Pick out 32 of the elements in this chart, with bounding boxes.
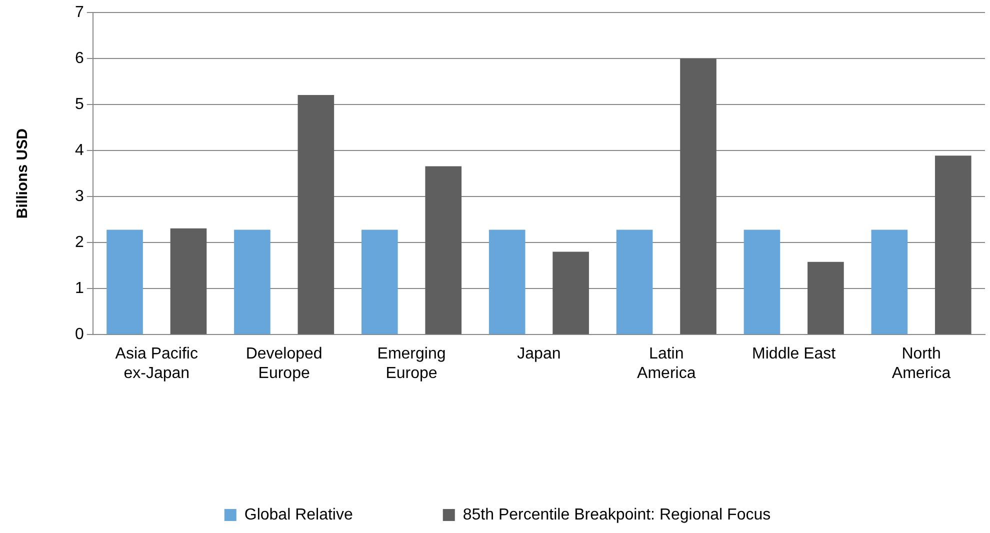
x-tick-label: Emerging Europe: [377, 346, 446, 382]
bar: [234, 230, 270, 334]
x-tick-label: Latin America: [637, 346, 696, 382]
y-tick-label: 4: [74, 142, 84, 160]
y-tick-label: 1: [74, 280, 84, 298]
bar: [361, 230, 398, 334]
y-axis-title: Billions USD: [14, 128, 32, 219]
bar: [871, 230, 908, 334]
bar: [170, 228, 207, 334]
bar: [425, 166, 462, 334]
bar: [298, 94, 334, 334]
x-tick-label: Japan: [517, 346, 561, 363]
y-tick-label: 0: [74, 326, 84, 344]
y-tick-label: 7: [74, 4, 84, 22]
x-tick-label: North America: [892, 346, 951, 382]
bar: [744, 230, 780, 334]
y-tick-label: 6: [74, 50, 84, 68]
bar: [808, 262, 844, 334]
legend-label: 85th Percentile Breakpoint: Regional Focus: [462, 506, 771, 524]
x-tick-label: Developed Europe: [246, 346, 322, 382]
bar: [934, 156, 972, 334]
legend-label: Global Relative: [244, 506, 353, 524]
bar: [488, 230, 526, 334]
x-tick-label: Middle East: [752, 346, 836, 363]
bar: [616, 230, 653, 334]
bar: [552, 252, 589, 334]
y-tick-label: 3: [74, 188, 84, 206]
bar: [680, 58, 716, 334]
x-tick-label: Asia Pacific ex-Japan: [115, 346, 198, 382]
y-tick-label: 5: [74, 96, 84, 114]
y-tick-label: 2: [74, 234, 84, 252]
bar: [106, 230, 143, 334]
